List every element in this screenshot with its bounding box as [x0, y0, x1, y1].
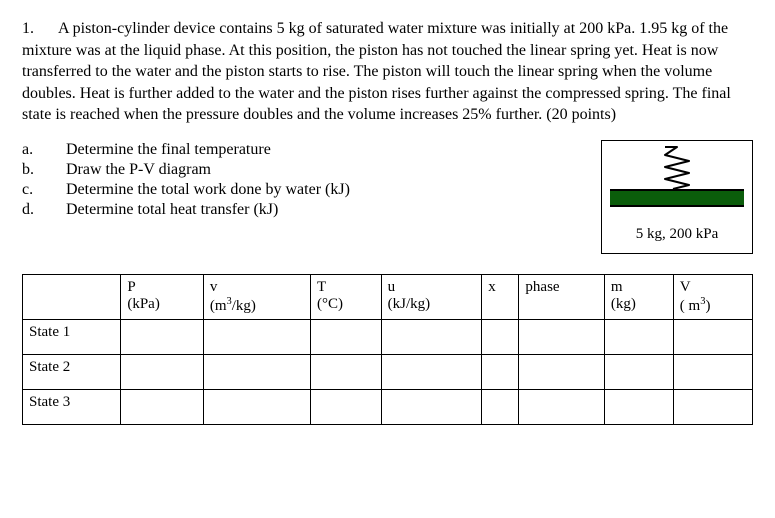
problem-statement: 1.A piston-cylinder device contains 5 kg… [22, 18, 753, 126]
part-text: Determine total heat transfer (kJ) [66, 200, 350, 220]
col-m: m (kg) [604, 274, 673, 319]
state-table: P (kPa) v (m3/kg) T (°C) u (kJ/kg) x pha… [22, 274, 753, 425]
part-label: a. [22, 140, 66, 160]
col-u: u (kJ/kg) [381, 274, 482, 319]
row-name: State 2 [23, 354, 121, 389]
col-V: V ( m3) [673, 274, 752, 319]
col-v: v (m3/kg) [203, 274, 310, 319]
col-T: T (°C) [310, 274, 381, 319]
table-header-row: P (kPa) v (m3/kg) T (°C) u (kJ/kg) x pha… [23, 274, 753, 319]
row-name: State 3 [23, 389, 121, 424]
part-label: b. [22, 160, 66, 180]
table-row: State 1 [23, 319, 753, 354]
row-name: State 1 [23, 319, 121, 354]
diagram-label: 5 kg, 200 kPa [602, 226, 752, 243]
problem-number: 1. [22, 18, 58, 40]
part-text: Determine the final temperature [66, 140, 350, 160]
table-row: State 3 [23, 389, 753, 424]
col-phase: phase [519, 274, 604, 319]
piston-bar [610, 189, 744, 207]
table-row: State 2 [23, 354, 753, 389]
part-text: Determine the total work done by water (… [66, 180, 350, 200]
problem-body: A piston-cylinder device contains 5 kg o… [22, 20, 731, 123]
part-label: d. [22, 200, 66, 220]
part-label: c. [22, 180, 66, 200]
middle-row: a. Determine the final temperature b. Dr… [22, 140, 753, 254]
col-P: P (kPa) [121, 274, 203, 319]
piston-diagram: 5 kg, 200 kPa [601, 140, 753, 254]
col-blank [23, 274, 121, 319]
spring-icon [647, 145, 707, 189]
part-text: Draw the P-V diagram [66, 160, 350, 180]
question-parts: a. Determine the final temperature b. Dr… [22, 140, 350, 220]
col-x: x [482, 274, 519, 319]
